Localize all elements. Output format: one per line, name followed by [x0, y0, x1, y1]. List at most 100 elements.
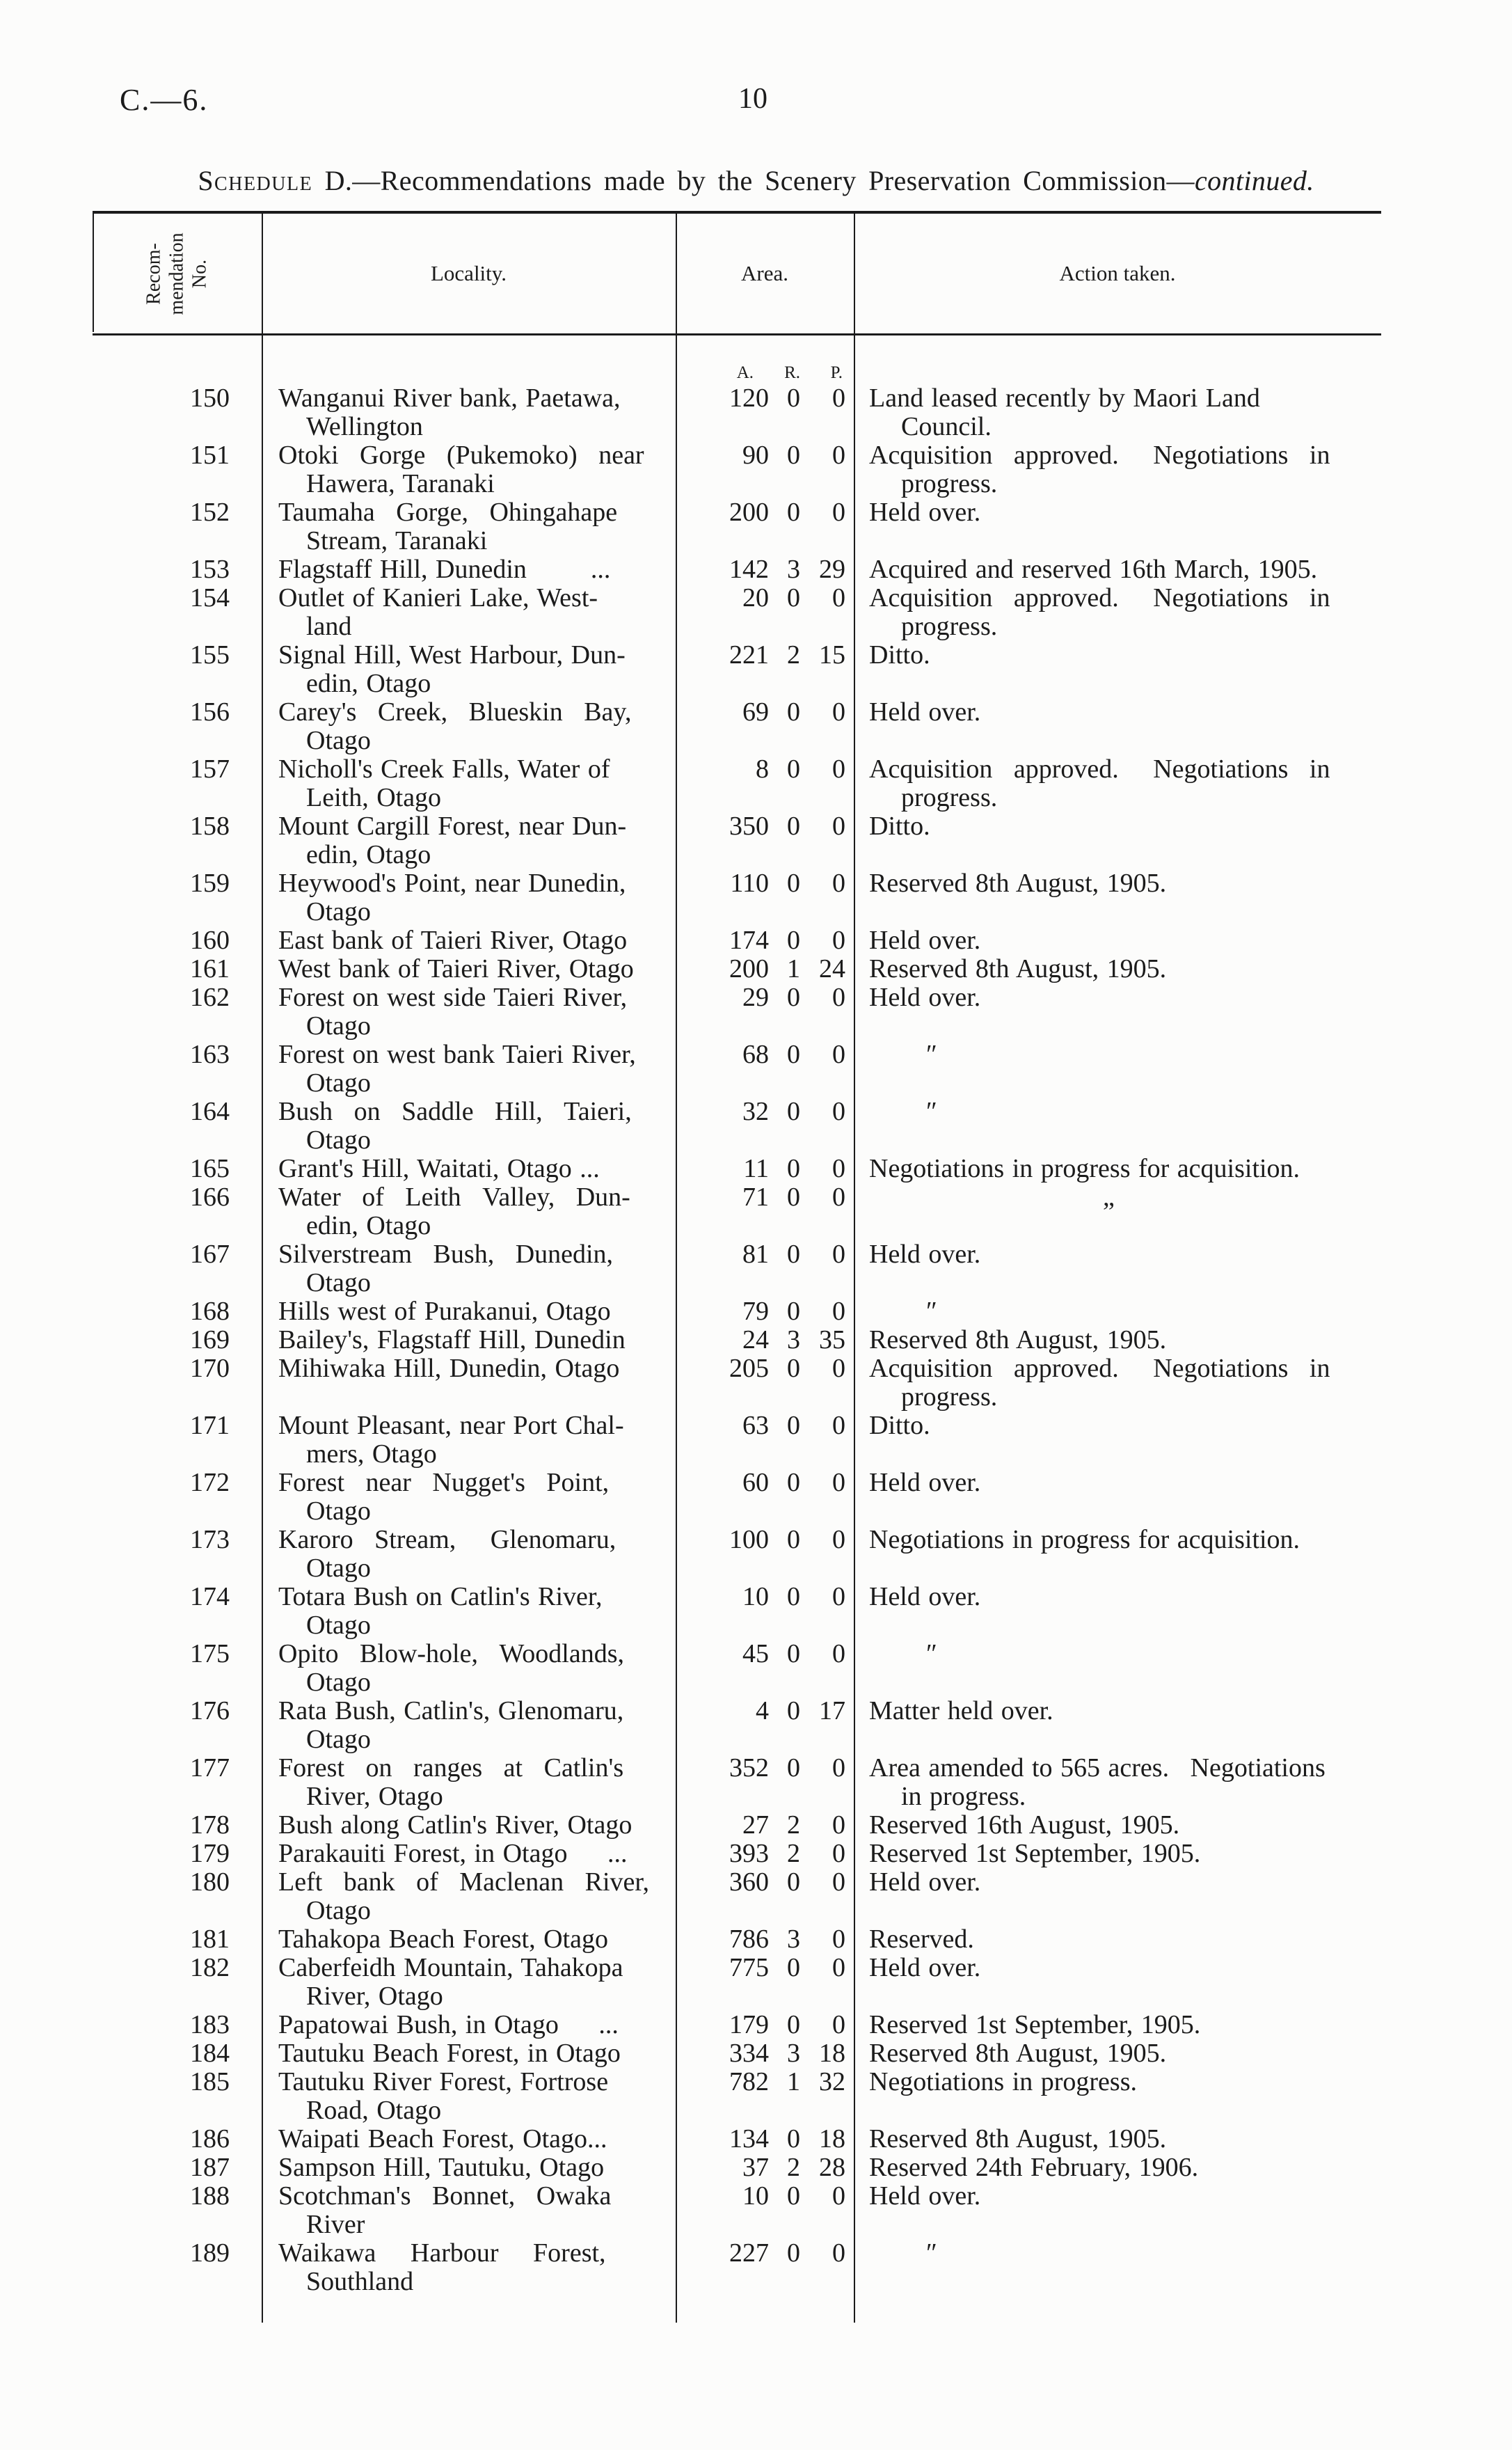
row-area-roods: 3 [787, 555, 800, 584]
table-row: 153 Flagstaff Hill, Dunedin ... 142 3 29… [93, 555, 1381, 584]
row-locality: Opito Blow-hole, Woodlands, Otago [278, 1639, 625, 1697]
row-recommendation-no: 166 [190, 1183, 230, 1212]
row-recommendation-no: 153 [190, 555, 230, 584]
row-action-taken: Reserved 8th August, 1905. [869, 869, 1167, 898]
row-locality: Waipati Beach Forest, Otago... [278, 2124, 607, 2153]
row-area: 334 3 18 [676, 2039, 854, 2068]
row-locality: Forest on west side Taieri River, Otago [278, 983, 628, 1041]
row-locality: Heywood's Point, near Dunedin, Otago [278, 869, 626, 926]
row-area: 71 0 0 [676, 1183, 854, 1240]
row-locality: Mount Cargill Forest, near Dun- edin, Ot… [278, 812, 627, 869]
row-area-roods: 0 [787, 1468, 800, 1497]
row-action-taken: Ditto. [869, 1411, 930, 1440]
row-area-acres: 69 [742, 697, 769, 727]
recommendations-table: Recom- mendation No. Locality. Area. Act… [93, 211, 1381, 2323]
table-row: 163 Forest on west bank Taieri River, Ot… [93, 1041, 1381, 1098]
table-row: 182 Caberfeidh Mountain, Tahakopa River,… [93, 1954, 1381, 2011]
row-action-taken: Held over. [869, 983, 981, 1012]
row-area-acres: 63 [742, 1411, 769, 1440]
row-area: 20 0 0 [676, 584, 854, 641]
row-area-roods: 2 [787, 640, 800, 670]
row-recommendation-no: 171 [190, 1411, 230, 1440]
row-area: 11 0 0 [676, 1155, 854, 1183]
row-action-taken: Reserved 8th August, 1905. [869, 2039, 1167, 2068]
row-area-acres: 393 [729, 1839, 769, 1868]
row-action-taken: Held over. [869, 1468, 981, 1497]
row-recommendation-no: 178 [190, 1810, 230, 1840]
row-area: 120 0 0 [676, 384, 854, 441]
row-area-perches: 0 [832, 1411, 845, 1440]
table-row: 169 Bailey's, Flagstaff Hill, Dunedin 24… [93, 1326, 1381, 1354]
row-action-taken: Matter held over. [869, 1696, 1053, 1725]
table-row: 154 Outlet of Kanieri Lake, West- land 2… [93, 584, 1381, 641]
row-area-acres: 79 [742, 1297, 769, 1326]
table-row: 179 Parakauiti Forest, in Otago ... 393 … [93, 1840, 1381, 1868]
row-area: 29 0 0 [676, 983, 854, 1041]
table-row: 160 East bank of Taieri River, Otago 174… [93, 926, 1381, 955]
row-area-perches: 35 [819, 1325, 845, 1354]
row-action-taken: „ [1103, 1183, 1115, 1212]
row-area-perches: 0 [832, 2010, 845, 2039]
row-area-perches: 0 [832, 1925, 845, 1954]
row-area-roods: 1 [787, 954, 800, 983]
row-action-taken: Negotiations in progress for acquisition… [869, 1525, 1300, 1554]
row-area-acres: 11 [743, 1154, 769, 1183]
row-area-acres: 37 [742, 2153, 769, 2182]
row-area-roods: 0 [787, 983, 800, 1012]
row-area-roods: 0 [787, 583, 800, 612]
row-area-perches: 0 [832, 754, 845, 784]
table-row: 164 Bush on Saddle Hill, Taieri, Otago 3… [93, 1098, 1381, 1155]
row-action-taken: Reserved 24th February, 1906. [869, 2153, 1199, 2182]
row-area: 90 0 0 [676, 441, 854, 498]
row-area: 205 0 0 [676, 1354, 854, 1412]
row-area: 227 0 0 [676, 2239, 854, 2296]
row-area-acres: 227 [729, 2238, 769, 2268]
row-area-roods: 0 [787, 2124, 800, 2153]
row-locality: Totara Bush on Catlin's River, Otago [278, 1582, 603, 1640]
row-area: 782 1 32 [676, 2068, 854, 2125]
row-locality: Water of Leith Valley, Dun- edin, Otago [278, 1183, 630, 1240]
row-area-acres: 334 [729, 2039, 769, 2068]
row-area: 24 3 35 [676, 1326, 854, 1354]
row-area-perches: 0 [832, 1297, 845, 1326]
row-recommendation-no: 177 [190, 1753, 230, 1783]
row-area-acres: 200 [729, 498, 769, 527]
row-area: 32 0 0 [676, 1098, 854, 1155]
row-recommendation-no: 155 [190, 640, 230, 670]
row-area-roods: 0 [787, 498, 800, 527]
row-area-roods: 0 [787, 2181, 800, 2211]
row-action-taken: Ditto. [869, 812, 930, 841]
row-area: 360 0 0 [676, 1868, 854, 1925]
row-area-acres: 29 [742, 983, 769, 1012]
row-area-roods: 0 [787, 1639, 800, 1668]
table-row: 178 Bush along Catlin's River, Otago 27 … [93, 1811, 1381, 1840]
row-area-perches: 0 [832, 1240, 845, 1269]
table-row: 186 Waipati Beach Forest, Otago... 134 0… [93, 2125, 1381, 2153]
row-recommendation-no: 180 [190, 1867, 230, 1897]
row-area-roods: 0 [787, 1525, 800, 1554]
page-number: 10 [738, 83, 767, 115]
row-action-taken: Negotiations in progress. [869, 2067, 1138, 2096]
table-row: 155 Signal Hill, West Harbour, Dun- edin… [93, 641, 1381, 698]
row-locality: Carey's Creek, Blueskin Bay, Otago [278, 697, 632, 755]
row-recommendation-no: 161 [190, 954, 230, 983]
row-area-acres: 20 [742, 583, 769, 612]
row-area-acres: 32 [742, 1097, 769, 1126]
row-locality: Wanganui River bank, Paetawa, Wellington [278, 384, 621, 441]
row-area-perches: 0 [832, 1753, 845, 1783]
row-area-perches: 0 [832, 1097, 845, 1126]
row-area-roods: 0 [787, 1953, 800, 1982]
row-area-perches: 0 [832, 1183, 845, 1212]
row-action-taken: Acquisition approved. Negotiations in pr… [869, 441, 1330, 498]
row-locality: Karoro Stream, Glenomaru, Otago [278, 1525, 616, 1583]
row-locality: Scotchman's Bonnet, Owaka River [278, 2181, 612, 2239]
row-action-taken: ″ [926, 1097, 937, 1126]
row-area: 45 0 0 [676, 1640, 854, 1697]
row-action-taken: Reserved 1st September, 1905. [869, 1839, 1201, 1868]
column-divider-no-locality [262, 211, 263, 2323]
row-recommendation-no: 162 [190, 983, 230, 1012]
row-area: 134 0 18 [676, 2125, 854, 2153]
row-area-perches: 0 [832, 697, 845, 727]
row-action-taken: Acquired and reserved 16th March, 1905. [869, 555, 1318, 584]
row-recommendation-no: 156 [190, 697, 230, 727]
